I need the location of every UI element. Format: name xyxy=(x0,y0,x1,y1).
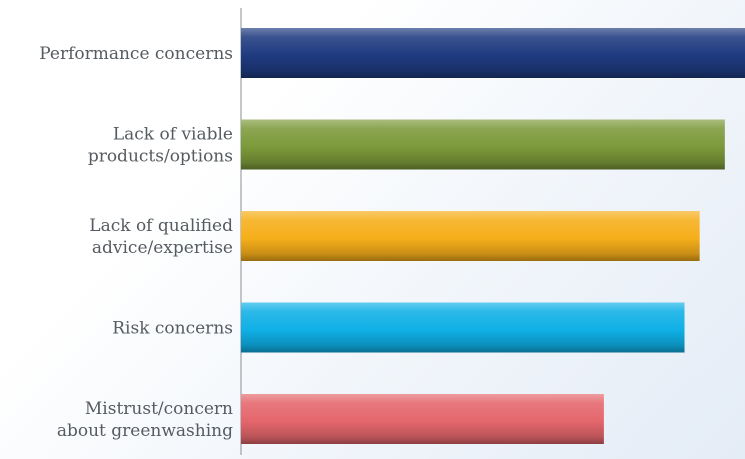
category-label-5: Mistrust/concern about greenwashing xyxy=(57,399,233,441)
category-label-3: Lack of qualified advice/expertise xyxy=(89,216,233,258)
category-label-line: Mistrust/concern xyxy=(85,399,233,419)
category-label-line: Lack of viable xyxy=(113,125,233,145)
bar-2 xyxy=(241,119,725,170)
bar-1 xyxy=(241,28,745,78)
category-label-line: products/options xyxy=(88,147,233,167)
category-label-line: Lack of qualified xyxy=(89,216,233,236)
category-label-line: advice/expertise xyxy=(92,238,233,258)
bar-3 xyxy=(241,211,700,261)
category-label-1: Performance concerns xyxy=(39,44,233,64)
category-label-line: Performance concerns xyxy=(39,44,233,64)
bar-5 xyxy=(241,394,604,444)
category-label-2: Lack of viable products/options xyxy=(88,125,233,167)
category-label-line: Risk concerns xyxy=(112,319,233,339)
bar-4 xyxy=(241,302,685,353)
category-label-line: about greenwashing xyxy=(57,421,233,441)
category-label-4: Risk concerns xyxy=(112,319,233,339)
